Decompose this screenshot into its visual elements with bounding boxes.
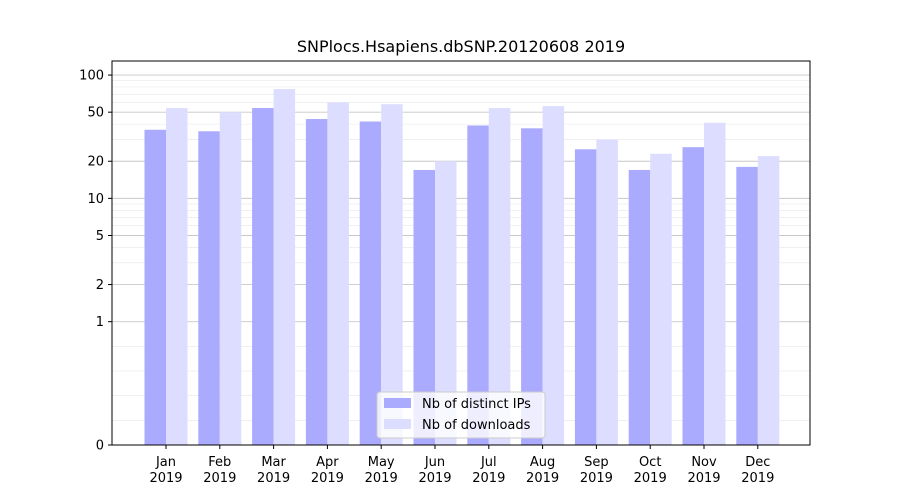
y-tick-label: 10 (87, 192, 104, 207)
x-tick-label-year: 2019 (687, 471, 720, 486)
x-tick-label-year: 2019 (580, 471, 613, 486)
bar-downloads (327, 102, 349, 446)
x-tick-label-month: Dec (745, 455, 770, 470)
bar-distinct-ips (252, 108, 274, 446)
y-tick-label: 2 (96, 278, 104, 293)
bar-downloads (273, 89, 296, 446)
x-tick-label-year: 2019 (634, 471, 667, 486)
legend-label: Nb of downloads (422, 418, 531, 433)
bar-downloads (488, 108, 511, 446)
x-tick-label-month: Aug (530, 455, 555, 470)
x-tick-label-year: 2019 (365, 471, 398, 486)
x-axis: Jan2019Feb2019Mar2019Apr2019May2019Jun20… (149, 445, 774, 486)
bar-downloads (435, 161, 457, 445)
bar-distinct-ips (305, 119, 328, 446)
bar-distinct-ips (467, 125, 489, 445)
legend-swatch (384, 419, 411, 429)
x-tick-label-month: Jan (155, 455, 176, 470)
x-tick-label-year: 2019 (472, 471, 505, 486)
x-tick-label-year: 2019 (418, 471, 451, 486)
x-tick-label-month: Apr (316, 455, 339, 470)
x-tick-label-month: Oct (639, 455, 661, 470)
y-tick-label: 50 (87, 106, 104, 121)
bar-downloads (542, 106, 565, 445)
y-tick-label: 1 (96, 315, 104, 330)
x-tick-label-month: Sep (584, 455, 609, 470)
legend-box (376, 391, 546, 439)
legend-swatch (384, 398, 411, 408)
bar-distinct-ips (574, 149, 597, 445)
bar-downloads (704, 122, 726, 445)
x-tick-label-year: 2019 (526, 471, 559, 486)
x-tick-label-year: 2019 (311, 471, 344, 486)
bar-distinct-ips (198, 131, 220, 446)
bar-distinct-ips (521, 128, 543, 446)
bar-distinct-ips (736, 166, 758, 445)
bar-downloads (596, 139, 618, 445)
bar-distinct-ips (359, 121, 382, 445)
x-tick-label-month: Feb (208, 455, 231, 470)
x-tick-label-year: 2019 (203, 471, 236, 486)
x-tick-label-year: 2019 (149, 471, 182, 486)
legend: Nb of distinct IPs Nb of downloads (376, 391, 546, 439)
plot-frame (111, 60, 811, 446)
chart-title: SNPlocs.Hsapiens.dbSNP.20120608 2019 (297, 37, 625, 56)
y-tick-label: 0 (96, 439, 104, 454)
x-tick-label-month: Jul (480, 455, 497, 470)
bar-distinct-ips (628, 169, 651, 445)
x-tick-label-year: 2019 (741, 471, 774, 486)
x-tick-label-month: Mar (261, 455, 286, 470)
y-tick-label: 20 (87, 155, 104, 170)
legend-label: Nb of distinct IPs (422, 397, 531, 412)
bar-distinct-ips (144, 129, 166, 445)
bar-downloads (650, 153, 672, 445)
bar-downloads (219, 112, 242, 446)
x-tick-label-month: May (368, 455, 395, 470)
bar-distinct-ips (413, 169, 435, 445)
y-tick-label: 100 (79, 69, 104, 84)
x-tick-label-year: 2019 (257, 471, 290, 486)
bar-downloads (166, 108, 188, 446)
x-tick-label-month: Jun (424, 455, 445, 470)
bar-downloads (381, 104, 403, 446)
x-tick-label-month: Nov (691, 455, 717, 470)
bar-downloads (757, 156, 780, 445)
bar-distinct-ips (682, 147, 704, 445)
y-axis: 0 1 2 5 10 20 50 100 (79, 69, 112, 454)
bars-layer (144, 89, 780, 446)
y-tick-label: 5 (96, 229, 104, 244)
